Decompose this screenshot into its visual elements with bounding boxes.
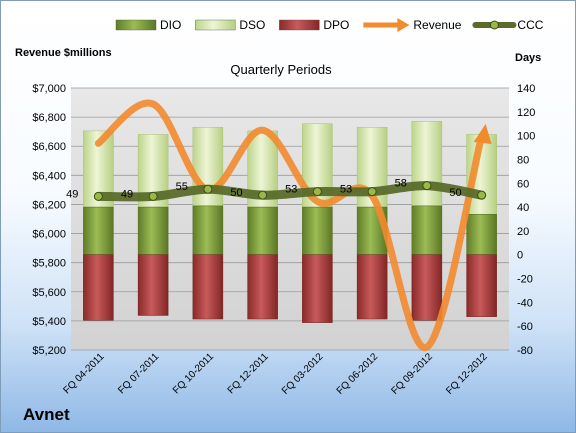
ccc-point — [93, 191, 103, 201]
ccc-data-labels: 49 49 55 50 53 53 58 50 — [66, 178, 462, 201]
right-tick-label: 60 — [517, 178, 529, 190]
right-tick-label: 40 — [517, 202, 529, 214]
ccc-point — [203, 184, 213, 194]
ccc-point — [148, 191, 158, 201]
ccc-line — [93, 181, 487, 202]
left-tick-label: $6,400 — [32, 170, 66, 182]
legend-label-dio: DIO — [160, 18, 181, 32]
right-tick-label: -60 — [517, 321, 533, 333]
x-tick-label: FQ 12-2011 — [226, 351, 271, 396]
left-tick-label: $6,600 — [32, 141, 66, 153]
right-tick-label: -20 — [517, 274, 533, 286]
left-tick-label: $5,400 — [32, 316, 66, 328]
ccc-point — [422, 181, 432, 191]
legend-swatch-dso — [195, 19, 236, 31]
left-tick-label: $6,000 — [32, 229, 66, 241]
dpo-bar — [137, 254, 169, 316]
legend-swatch-ccc-dot — [489, 20, 499, 30]
left-tick-label: $6,800 — [32, 112, 66, 124]
x-tick-label: FQ 09-2012 — [389, 351, 435, 397]
ccc-data-label: 55 — [176, 181, 188, 193]
ccc-data-label: 49 — [66, 188, 78, 200]
dpo-bar — [83, 254, 114, 321]
x-axis-ticks: FQ 04-2011 FQ 07-2011 FQ 10-2011 FQ 12-2011… — [62, 351, 491, 397]
dio-bar — [192, 205, 224, 255]
revenue-line — [94, 99, 486, 351]
left-tick-label: $5,200 — [32, 345, 66, 357]
x-tick-label: FQ 03-2012 — [280, 351, 326, 397]
ccc-data-label: 49 — [121, 188, 133, 200]
revenue-arrowhead — [473, 124, 492, 145]
left-axis-ticks: $5,200 $5,400 $5,600 $5,800 $6,000 $6,200 $6,4… — [32, 83, 66, 357]
right-tick-label: 80 — [517, 154, 529, 166]
dio-bar — [83, 206, 114, 255]
x-tick-label: FQ 06-2012 — [335, 351, 381, 397]
ccc-point — [367, 187, 377, 197]
dpo-bar — [466, 254, 497, 317]
dpo-bar — [192, 254, 224, 320]
dio-bar — [302, 206, 333, 255]
ccc-data-label: 53 — [340, 184, 352, 196]
legend-label-dso: DSO — [239, 18, 265, 32]
x-tick-label: FQ 07-2011 — [116, 351, 161, 396]
line-series — [93, 99, 492, 351]
legend-swatch-dio — [115, 19, 157, 31]
right-tick-label: -40 — [517, 297, 533, 309]
legend-label-dpo: DPO — [323, 18, 349, 32]
ccc-data-label: 53 — [285, 184, 297, 196]
legend-swatch-dpo — [279, 19, 320, 31]
ccc-point — [312, 187, 322, 197]
company-name: Avnet — [23, 405, 70, 424]
right-tick-label: 120 — [517, 107, 535, 119]
legend-label-ccc: CCC — [517, 18, 543, 32]
left-tick-label: $5,600 — [32, 287, 66, 299]
dio-bar — [137, 206, 169, 255]
left-tick-label: $5,800 — [32, 258, 66, 270]
right-axis-title: Days — [515, 52, 542, 64]
legend-swatch-revenue-head — [397, 18, 410, 32]
x-tick-label: FQ 04-2011 — [62, 351, 107, 396]
dso-bar — [411, 121, 443, 207]
left-tick-label: $7,000 — [32, 83, 66, 95]
dpo-bar — [302, 254, 333, 323]
x-tick-label: FQ 10-2011 — [171, 351, 216, 396]
legend-label-revenue: Revenue — [413, 18, 461, 32]
dio-bar — [247, 206, 278, 255]
ccc-data-label: 58 — [395, 178, 407, 190]
dpo-bar — [356, 254, 388, 320]
chart-title: Quarterly Periods — [230, 62, 332, 77]
ccc-point — [258, 190, 268, 200]
dpo-bar — [247, 254, 278, 320]
ccc-point — [477, 190, 487, 200]
ccc-data-label: 50 — [449, 187, 461, 199]
right-axis-ticks: -80 -60 -40 -20 0 20 40 60 80 100 120 140 — [517, 83, 535, 357]
right-tick-label: 0 — [517, 250, 523, 262]
left-tick-label: $6,200 — [32, 199, 66, 211]
legend: DIO DSO DPO Revenue CCC — [115, 18, 544, 32]
right-tick-label: 140 — [517, 83, 535, 95]
dio-bar — [411, 205, 443, 255]
right-tick-label: 100 — [517, 131, 535, 143]
dio-bar — [466, 213, 497, 255]
x-tick-label: FQ 12-2012 — [444, 351, 490, 397]
right-tick-label: 20 — [517, 226, 529, 238]
left-axis-title: Revenue $millions — [15, 47, 112, 59]
right-tick-label: -80 — [517, 345, 533, 357]
dpo-bar — [411, 254, 443, 321]
ccc-data-label: 50 — [230, 187, 242, 199]
